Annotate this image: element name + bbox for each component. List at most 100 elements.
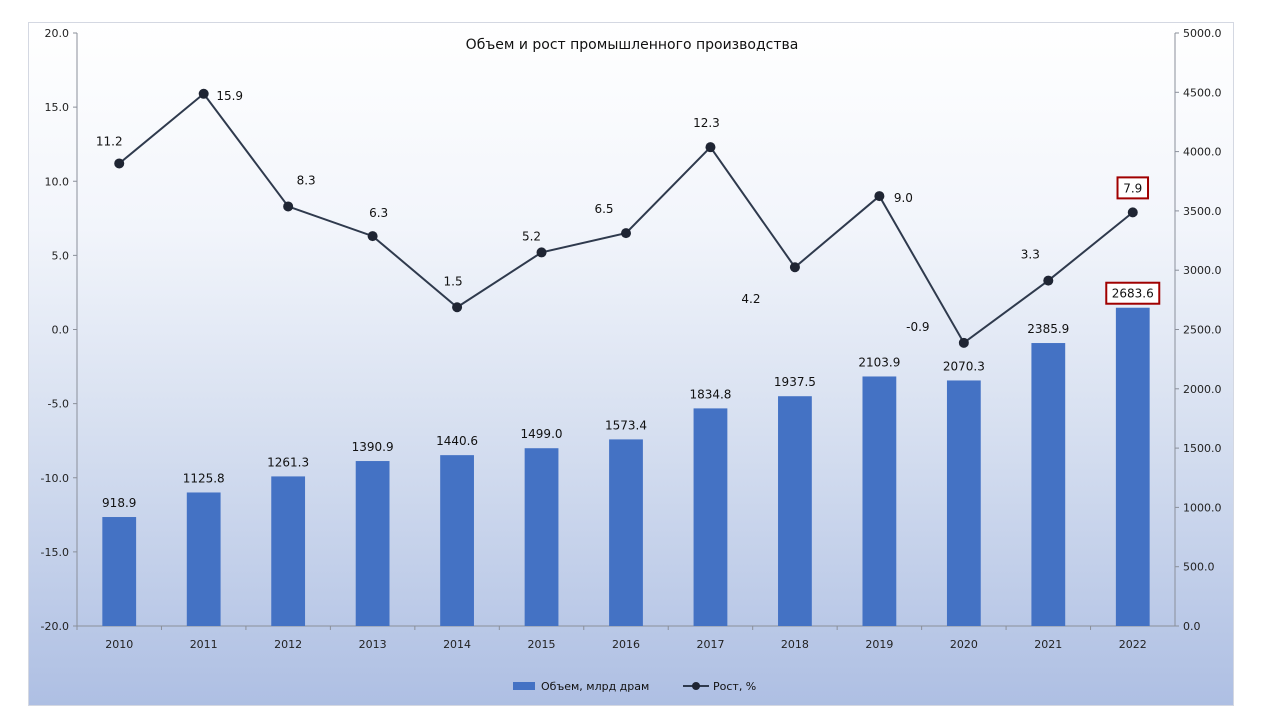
growth-point — [1043, 275, 1054, 286]
bar — [186, 492, 221, 626]
bar-value-label: 2683.6 — [1112, 287, 1154, 301]
left-tick-label: -15.0 — [41, 546, 69, 559]
x-tick-label: 2011 — [190, 638, 218, 651]
growth-value-label: 11.2 — [96, 134, 123, 148]
legend: Объем, млрд драм Рост, % — [513, 680, 756, 693]
x-tick-label: 2010 — [105, 638, 133, 651]
x-tick-label: 2021 — [1034, 638, 1062, 651]
growth-line — [114, 88, 1138, 348]
growth-point — [621, 228, 631, 239]
x-tick-label: 2019 — [865, 638, 893, 651]
right-tick-label: 3500.0 — [1183, 205, 1222, 218]
growth-value-label: -0.9 — [906, 320, 929, 334]
x-tick-label: 2012 — [274, 638, 302, 651]
legend-line-label: Рост, % — [713, 680, 756, 693]
legend-bar-swatch — [513, 682, 535, 690]
bar-value-label: 1937.5 — [774, 375, 816, 389]
left-tick-label: -20.0 — [41, 620, 69, 633]
growth-line-path — [118, 92, 1134, 345]
growth-value-label: 1.5 — [444, 274, 463, 288]
bars — [102, 307, 1150, 626]
x-tick-label: 2022 — [1119, 638, 1147, 651]
growth-value-label: 9.0 — [894, 191, 913, 205]
growth-point — [198, 88, 209, 99]
left-tick-label: 15.0 — [45, 101, 70, 114]
bar-value-label: 2070.3 — [943, 359, 985, 373]
bar — [693, 408, 728, 626]
legend-bar-label: Объем, млрд драм — [541, 680, 649, 693]
growth-value-label: 6.3 — [369, 206, 388, 220]
growth-point — [114, 158, 125, 169]
bar — [524, 448, 559, 626]
growth-value-label: 12.3 — [693, 116, 720, 130]
chart-svg: Объем и рост промышленного производства … — [41, 27, 1222, 693]
bar — [1115, 307, 1150, 626]
x-tick-label: 2018 — [781, 638, 809, 651]
bar-value-label-highlight-box — [1105, 281, 1161, 305]
bar — [355, 461, 390, 626]
left-tick-label: 0.0 — [52, 324, 70, 337]
growth-value-label: 4.2 — [741, 292, 760, 306]
left-tick-label: -5.0 — [48, 398, 69, 411]
left-tick-label: -10.0 — [41, 472, 69, 485]
growth-value-label: 7.9 — [1123, 181, 1142, 195]
axes: 20.0 15.0 10.0 5.0 0.0 -5.0 -10.0 -15.0 -20.0 500… — [41, 27, 1222, 651]
data-labels: 918.9 1125.8 1261.3 1390.9 1440.6 1499.0 1573.… — [96, 89, 1161, 510]
bar-value-label: 918.9 — [102, 496, 136, 510]
bar — [102, 517, 137, 626]
growth-point — [874, 191, 885, 202]
bar-value-label: 2103.9 — [858, 355, 900, 369]
right-tick-label: 4000.0 — [1183, 146, 1222, 159]
chart-title: Объем и рост промышленного производства — [466, 37, 799, 53]
bar-value-label: 1261.3 — [267, 455, 309, 469]
x-tick-label: 2014 — [443, 638, 471, 651]
chart-frame: Объем и рост промышленного производства … — [28, 22, 1234, 706]
growth-value-label: 8.3 — [297, 173, 316, 187]
growth-point — [452, 302, 463, 313]
x-tick-label: 2017 — [696, 638, 724, 651]
bar — [778, 396, 812, 626]
growth-value-label: 3.3 — [1021, 248, 1040, 262]
growth-value-label: 5.2 — [522, 229, 541, 243]
bar — [440, 455, 474, 626]
bar-value-label: 1440.6 — [436, 434, 478, 448]
right-tick-label: 3000.0 — [1183, 264, 1222, 277]
right-tick-label: 4500.0 — [1183, 86, 1222, 99]
legend-line-marker — [692, 682, 700, 690]
bar — [271, 476, 306, 626]
x-tick-label: 2015 — [528, 638, 556, 651]
right-tick-label: 5000.0 — [1183, 27, 1222, 40]
growth-value-label: 15.9 — [216, 89, 243, 103]
growth-point — [705, 142, 716, 153]
growth-value-label: 6.5 — [594, 202, 613, 216]
bar-value-label: 1390.9 — [352, 440, 394, 454]
growth-point — [958, 337, 969, 348]
bar-value-label: 1834.8 — [689, 387, 731, 401]
right-tick-label: 2000.0 — [1183, 383, 1222, 396]
bar — [946, 380, 981, 626]
right-tick-label: 500.0 — [1183, 561, 1215, 574]
growth-point — [367, 231, 378, 242]
right-tick-label: 0.0 — [1183, 620, 1201, 633]
growth-point — [283, 201, 294, 212]
growth-value-label-highlight-box — [1116, 176, 1150, 200]
left-tick-label: 10.0 — [45, 175, 70, 188]
growth-point — [1127, 207, 1138, 218]
bar — [862, 376, 897, 626]
x-tick-label: 2016 — [612, 638, 640, 651]
bar — [1031, 343, 1066, 626]
growth-point — [536, 247, 547, 258]
bar — [609, 439, 643, 626]
right-tick-label: 2500.0 — [1183, 324, 1222, 337]
left-tick-label: 5.0 — [52, 249, 70, 262]
bar-value-label: 1573.4 — [605, 418, 647, 432]
x-tick-label: 2013 — [359, 638, 387, 651]
bar-value-label: 1125.8 — [183, 471, 225, 485]
growth-point — [789, 262, 800, 273]
right-tick-label: 1500.0 — [1183, 442, 1222, 455]
x-tick-label: 2020 — [950, 638, 978, 651]
bar-value-label: 2385.9 — [1027, 322, 1069, 336]
left-tick-label: 20.0 — [45, 27, 70, 40]
right-tick-label: 1000.0 — [1183, 501, 1222, 514]
bar-value-label: 1499.0 — [521, 427, 563, 441]
